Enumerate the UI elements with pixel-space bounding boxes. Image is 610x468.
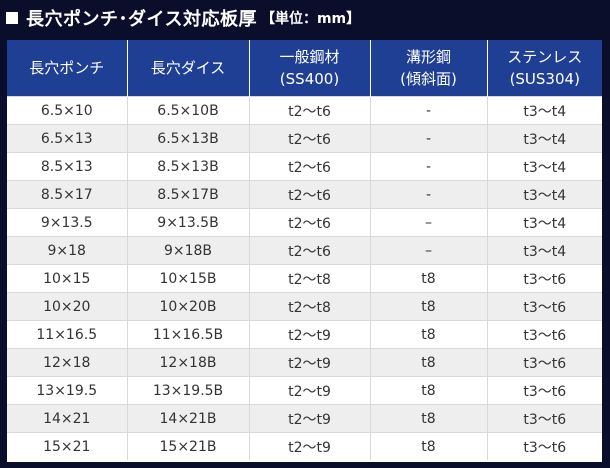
header-die: 長穴ダイス bbox=[126, 40, 249, 97]
punch-size-cell: 10×15 bbox=[7, 264, 127, 293]
channel-cell: t8 bbox=[369, 264, 487, 293]
punch-size-cell: 13×19.5 bbox=[7, 376, 127, 405]
header-line2: (SUS304) bbox=[509, 70, 580, 88]
header-sus304: ステンレス (SUS304) bbox=[486, 40, 602, 97]
header-line1: 一般鋼材 bbox=[279, 48, 340, 66]
sus304-cell: t3～t4 bbox=[486, 236, 602, 265]
table-row: 9×18 9×18B t2～t6– t3～t4 bbox=[7, 236, 602, 265]
die-size-cell: 11×16.5B bbox=[126, 320, 249, 349]
die-size-cell: 6.5×13B bbox=[126, 124, 249, 153]
header-row: 長穴ポンチ 長穴ダイス 一般鋼材 (SS400) 溝形鋼 (傾斜面) ステンレス (SUS30… bbox=[7, 40, 602, 97]
punch-size-cell: 6.5×13 bbox=[7, 124, 127, 153]
ss400-cell: t2～t6 bbox=[248, 124, 370, 153]
die-size-cell: 10×15B bbox=[126, 264, 249, 293]
channel-cell: t8 bbox=[369, 320, 487, 349]
header-channel: 溝形鋼 (傾斜面) bbox=[369, 40, 487, 97]
die-size-cell: 14×21B bbox=[126, 404, 249, 433]
table-row: 14×21 14×21B t2～t9 t8 t3～t6 bbox=[7, 404, 602, 433]
punch-size-cell: 6.5×10 bbox=[7, 96, 127, 125]
channel-cell: t8 bbox=[369, 348, 487, 377]
page-title: 長穴ポンチ･ダイス対応板厚 bbox=[26, 9, 257, 30]
sus304-cell: t3～t4 bbox=[486, 180, 602, 209]
table-row: 9×13.5 9×13.5B t2～t6– t3～t4 bbox=[7, 208, 602, 237]
punch-size-cell: 10×20 bbox=[7, 292, 127, 321]
header-line1: 溝形鋼 bbox=[405, 48, 451, 66]
table-row: 8.5×13 8.5×13B t2～t6- t3～t4 bbox=[7, 152, 602, 181]
channel-cell: - bbox=[369, 152, 487, 181]
channel-cell: t8 bbox=[369, 376, 487, 405]
table-row: 6.5×13 6.5×13B t2～t6- t3～t4 bbox=[7, 124, 602, 153]
ss400-cell: t2～t6 bbox=[248, 152, 370, 181]
table-row: 15×21 15×21B t2～t9 t8 t3～t6 bbox=[7, 432, 602, 460]
ss400-cell: t2～t9 bbox=[248, 376, 370, 405]
die-size-cell: 12×18B bbox=[126, 348, 249, 377]
header-ss400: 一般鋼材 (SS400) bbox=[248, 40, 370, 97]
header-line1: ステンレス bbox=[507, 48, 583, 66]
header-line2: (SS400) bbox=[279, 70, 340, 88]
channel-cell: – bbox=[369, 208, 487, 237]
ss400-cell: t2～t9 bbox=[248, 404, 370, 433]
sus304-cell: t3～t6 bbox=[486, 348, 602, 377]
die-size-cell: 10×20B bbox=[126, 292, 249, 321]
die-size-cell: 8.5×17B bbox=[126, 180, 249, 209]
channel-cell: - bbox=[369, 180, 487, 209]
ss400-cell: t2～t6 bbox=[248, 236, 370, 265]
punch-size-cell: 9×13.5 bbox=[7, 208, 127, 237]
channel-cell: t8 bbox=[369, 292, 487, 321]
table-row: 12×18 12×18B t2～t9 t8 t3～t6 bbox=[7, 348, 602, 377]
sus304-cell: t3～t6 bbox=[486, 264, 602, 293]
punch-size-cell: 11×16.5 bbox=[7, 320, 127, 349]
unit-label: 【単位：mm】 bbox=[260, 11, 361, 27]
sus304-cell: t3～t4 bbox=[486, 152, 602, 181]
table-row: 8.5×17 8.5×17B t2～t6- t3～t4 bbox=[7, 180, 602, 209]
die-size-cell: 13×19.5B bbox=[126, 376, 249, 405]
die-size-cell: 6.5×10B bbox=[126, 96, 249, 125]
table-row: 13×19.5 13×19.5B t2～t9 t8 t3～t6 bbox=[7, 376, 602, 405]
ss400-cell: t2～t9 bbox=[248, 348, 370, 377]
die-size-cell: 8.5×13B bbox=[126, 152, 249, 181]
ss400-cell: t2～t9 bbox=[248, 320, 370, 349]
channel-cell: t8 bbox=[369, 404, 487, 433]
sus304-cell: t3～t4 bbox=[486, 208, 602, 237]
ss400-cell: t2～t6 bbox=[248, 208, 370, 237]
header-line2: (傾斜面) bbox=[400, 70, 457, 88]
sus304-cell: t3～t4 bbox=[486, 96, 602, 125]
table-row: 10×15 10×15B t2～t8 t8 t3～t6 bbox=[7, 264, 602, 293]
header-punch: 長穴ポンチ bbox=[7, 40, 127, 97]
punch-size-cell: 9×18 bbox=[7, 236, 127, 265]
table-row: 10×20 10×20B t2～t8 t8 t3～t6 bbox=[7, 292, 602, 321]
table-row: 11×16.5 11×16.5B t2～t9 t8 t3～t6 bbox=[7, 320, 602, 349]
table-row: 6.5×10 6.5×10B t2～t6- t3～t4 bbox=[7, 96, 602, 125]
channel-cell: - bbox=[369, 96, 487, 125]
ss400-cell: t2～t6 bbox=[248, 96, 370, 125]
ss400-cell: t2～t9 bbox=[248, 432, 370, 460]
thickness-table-container: 長穴ポンチ 長穴ダイス 一般鋼材 (SS400) 溝形鋼 (傾斜面) ステンレス (SUS30… bbox=[7, 40, 602, 462]
sus304-cell: t3～t4 bbox=[486, 124, 602, 153]
sus304-cell: t3～t6 bbox=[486, 432, 602, 460]
ss400-cell: t2～t6 bbox=[248, 180, 370, 209]
punch-size-cell: 8.5×17 bbox=[7, 180, 127, 209]
thickness-table: 長穴ポンチ 長穴ダイス 一般鋼材 (SS400) 溝形鋼 (傾斜面) ステンレス (SUS30… bbox=[7, 40, 602, 460]
square-bullet-icon bbox=[6, 12, 18, 24]
sus304-cell: t3～t6 bbox=[486, 376, 602, 405]
header-line1: 長穴ポンチ bbox=[29, 59, 105, 77]
die-size-cell: 15×21B bbox=[126, 432, 249, 460]
sus304-cell: t3～t6 bbox=[486, 292, 602, 321]
ss400-cell: t2～t8 bbox=[248, 264, 370, 293]
header-line1: 長穴ダイス bbox=[150, 59, 226, 77]
channel-cell: – bbox=[369, 236, 487, 265]
punch-size-cell: 14×21 bbox=[7, 404, 127, 433]
die-size-cell: 9×18B bbox=[126, 236, 249, 265]
punch-size-cell: 8.5×13 bbox=[7, 152, 127, 181]
punch-size-cell: 12×18 bbox=[7, 348, 127, 377]
die-size-cell: 9×13.5B bbox=[126, 208, 249, 237]
ss400-cell: t2～t8 bbox=[248, 292, 370, 321]
channel-cell: t8 bbox=[369, 432, 487, 460]
title-bar: 長穴ポンチ･ダイス対応板厚 【単位：mm】 bbox=[0, 0, 610, 36]
table-body: 6.5×10 6.5×10B t2～t6- t3～t4 6.5×13 6.5×13B t2～… bbox=[7, 96, 602, 460]
punch-size-cell: 15×21 bbox=[7, 432, 127, 460]
sus304-cell: t3～t6 bbox=[486, 404, 602, 433]
channel-cell: - bbox=[369, 124, 487, 153]
sus304-cell: t3～t6 bbox=[486, 320, 602, 349]
